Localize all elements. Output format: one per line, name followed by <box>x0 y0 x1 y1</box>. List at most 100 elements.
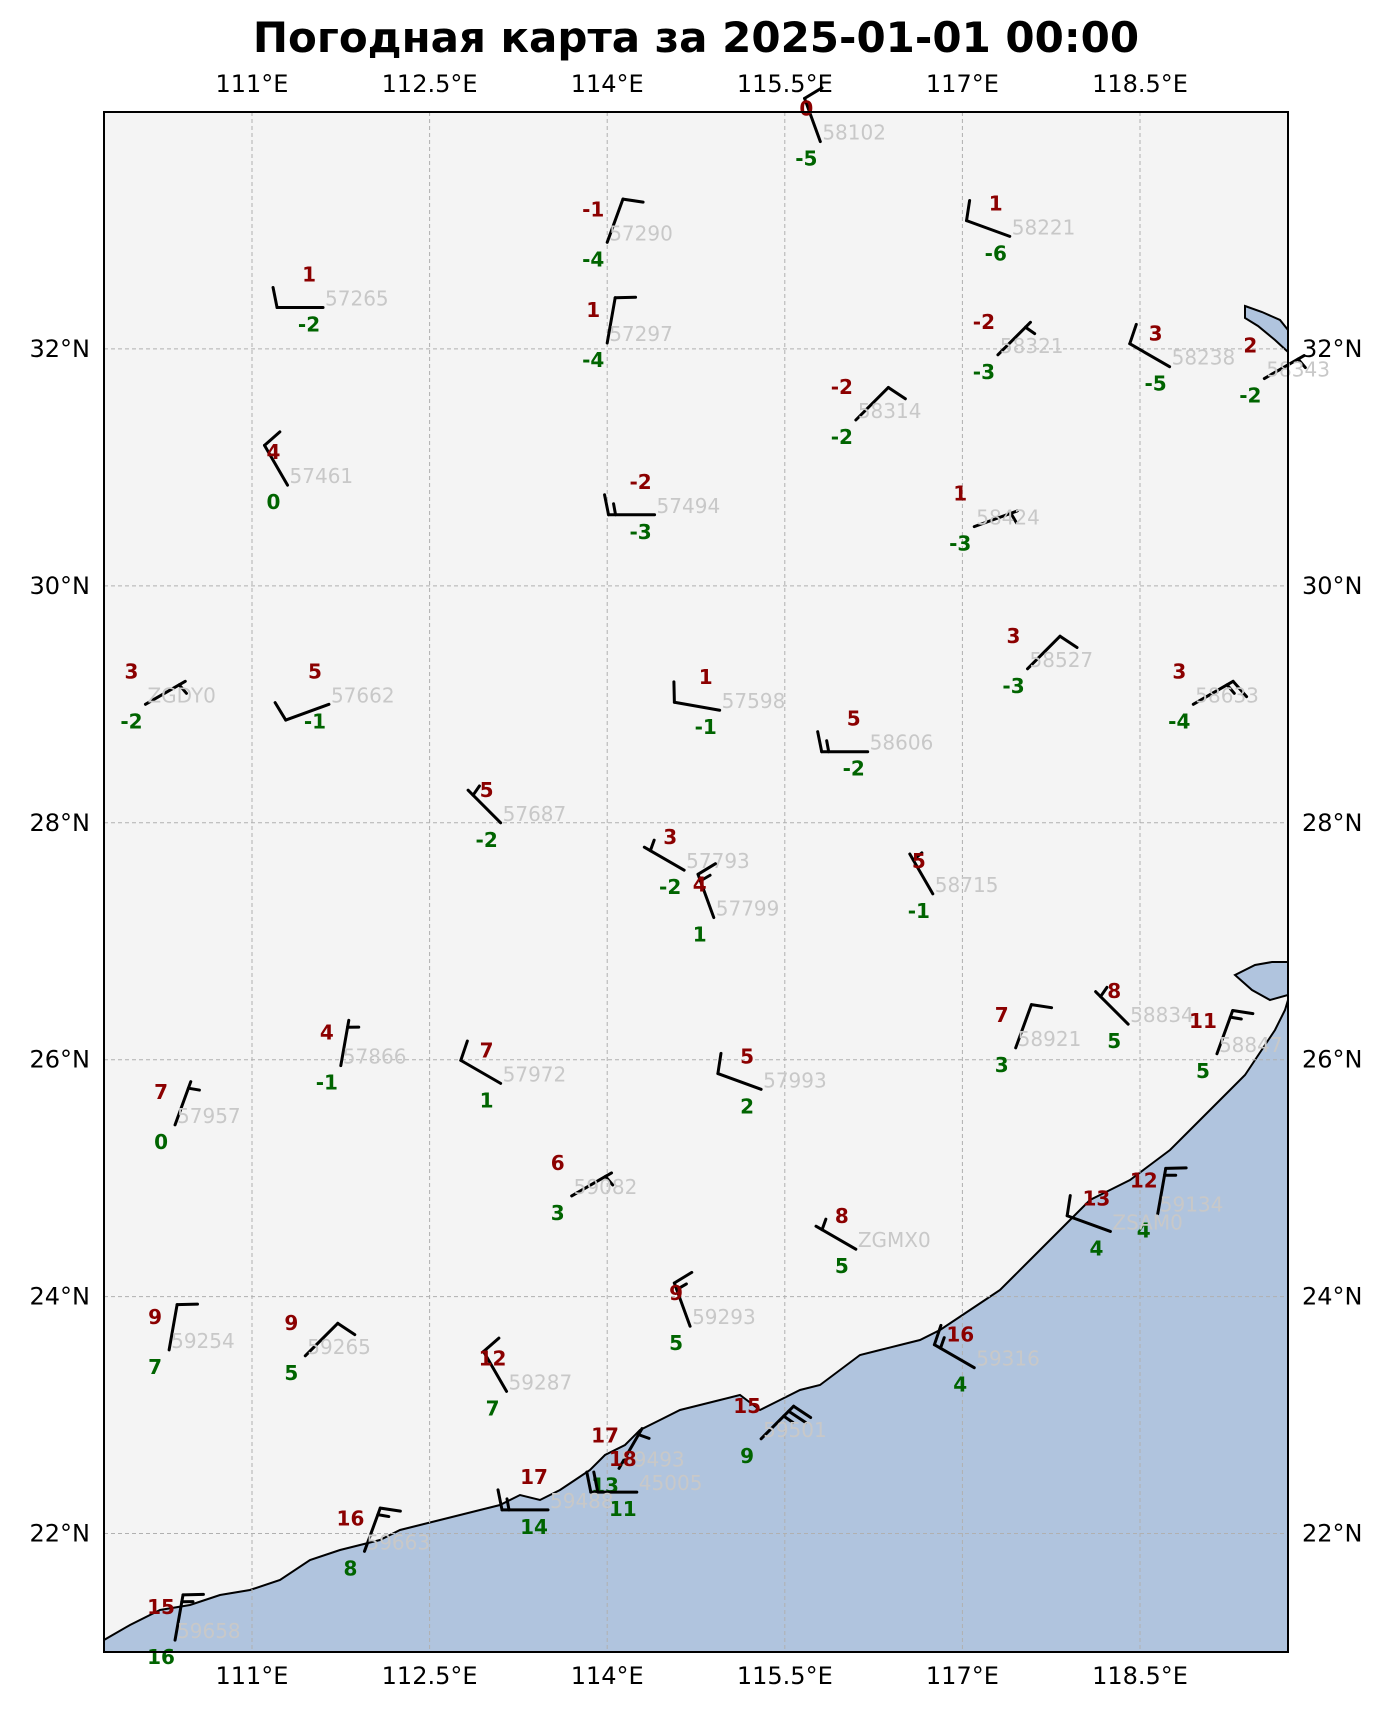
station-id: 58221 <box>1012 215 1076 239</box>
station-dewpoint: -2 <box>831 425 853 449</box>
wind-barb <box>466 784 503 825</box>
wind-barb <box>271 285 325 309</box>
wind-barb <box>1065 1194 1112 1233</box>
station-dewpoint: -1 <box>908 899 930 923</box>
station-id: 57662 <box>331 683 395 707</box>
station-dewpoint: 3 <box>995 1053 1009 1077</box>
station-59254: 9 59254 7 <box>148 1302 235 1379</box>
station-id: 59488 <box>550 1489 614 1513</box>
lon-tick-top: 111°E <box>216 70 289 98</box>
wind-barb <box>1014 1003 1054 1050</box>
station-temperature: 15 <box>147 1595 175 1619</box>
station-dewpoint: 5 <box>835 1254 849 1278</box>
station-temperature: 5 <box>912 849 926 873</box>
wind-barb <box>1026 634 1079 671</box>
station-id: 59658 <box>177 1619 241 1643</box>
station-id: 59493 <box>621 1447 685 1471</box>
station-id: 57993 <box>763 1068 827 1092</box>
station-temperature: 1 <box>989 191 1003 215</box>
station-dewpoint: -4 <box>582 348 604 372</box>
station-58102: 0 58102-5 <box>795 86 886 171</box>
station-57993: 5 57993 2 <box>716 1044 827 1118</box>
station-dewpoint: 9 <box>740 1444 754 1468</box>
station-dewpoint: 1 <box>480 1088 494 1112</box>
station-58633: 3 58633-4 <box>1168 659 1259 733</box>
station-dewpoint: 2 <box>740 1094 754 1118</box>
wind-barb <box>605 197 645 244</box>
lat-tick-left: 26°N <box>30 1046 91 1074</box>
wind-barb <box>303 1321 357 1358</box>
station-temperature: 1 <box>302 262 316 286</box>
wind-barb <box>642 838 686 872</box>
wind-barb <box>263 430 290 487</box>
station-dewpoint: 1 <box>693 923 707 947</box>
wind-barb <box>716 1051 763 1091</box>
wind-barb <box>908 851 935 896</box>
sea-area <box>103 304 1289 1653</box>
wind-barb <box>1156 1166 1188 1216</box>
station-dewpoint: 5 <box>669 1331 683 1355</box>
station-id: 59134 <box>1160 1193 1224 1217</box>
station-58921: 7 58921 3 <box>995 1003 1082 1077</box>
lon-tick-bottom: 115.5°E <box>737 1662 833 1690</box>
station-temperature: 3 <box>1007 624 1021 648</box>
station-dewpoint: 5 <box>1196 1059 1210 1083</box>
wind-barb <box>496 1488 550 1512</box>
lon-tick-bottom: 118.5°E <box>1092 1662 1188 1690</box>
station-temperature: 2 <box>1243 334 1257 358</box>
station-dewpoint: -1 <box>316 1071 338 1095</box>
station-58343: 2 58343-2 <box>1239 334 1330 408</box>
station-57265: 1 57265-2 <box>271 262 389 336</box>
lat-tick-right: 28°N <box>1302 809 1363 837</box>
wind-barb <box>173 1592 205 1642</box>
station-temperature: 9 <box>669 1281 683 1305</box>
wind-barb <box>696 862 717 920</box>
station-dewpoint: -1 <box>695 715 717 739</box>
station-ZGMX0: 8 ZGMX0 5 <box>814 1204 931 1278</box>
station-id: 58921 <box>1018 1027 1082 1051</box>
station-temperature: 13 <box>1082 1186 1110 1210</box>
station-temperature: 9 <box>148 1305 162 1329</box>
station-id: 58606 <box>870 731 934 755</box>
station-temperature: 17 <box>520 1465 548 1489</box>
station-temperature: 7 <box>995 1003 1009 1027</box>
station-dewpoint: 3 <box>551 1201 565 1225</box>
lon-tick-bottom: 111°E <box>216 1662 289 1690</box>
station-id: 57972 <box>503 1062 567 1086</box>
station-id: 58424 <box>976 506 1040 530</box>
station-temperature: 5 <box>847 707 861 731</box>
station-id: 58321 <box>1000 334 1064 358</box>
station-dewpoint: -2 <box>298 312 320 336</box>
station-id: 57290 <box>609 221 673 245</box>
station-dewpoint: -3 <box>629 520 651 544</box>
station-temperature: 11 <box>1189 1009 1217 1033</box>
station-id: ZGMX0 <box>858 1228 931 1252</box>
station-temperature: 1 <box>586 298 600 322</box>
station-id: 58847 <box>1219 1033 1283 1057</box>
station-dewpoint: -3 <box>973 360 995 384</box>
wind-barb <box>482 1336 509 1393</box>
station-57793: 3 57793-2 <box>642 825 750 899</box>
wind-barb <box>672 680 722 712</box>
station-id: 57461 <box>290 464 354 488</box>
station-id: 58527 <box>1030 648 1094 672</box>
graticule <box>104 112 1288 1652</box>
station-57461: 4 57461 0 <box>263 430 354 514</box>
station-temperature: 5 <box>740 1044 754 1068</box>
station-temperature: -2 <box>973 310 995 334</box>
station-dewpoint: -2 <box>476 828 498 852</box>
station-temperature: 4 <box>320 1021 334 1045</box>
station-dewpoint: 16 <box>147 1645 175 1669</box>
lat-tick-right: 26°N <box>1302 1046 1363 1074</box>
lon-tick-top: 117°E <box>926 70 999 98</box>
lon-tick-top: 115.5°E <box>737 70 833 98</box>
station-dewpoint: -2 <box>1239 384 1261 408</box>
lat-tick-left: 22°N <box>30 1520 91 1548</box>
station-id: 59316 <box>976 1347 1040 1371</box>
wind-barb <box>816 730 870 754</box>
